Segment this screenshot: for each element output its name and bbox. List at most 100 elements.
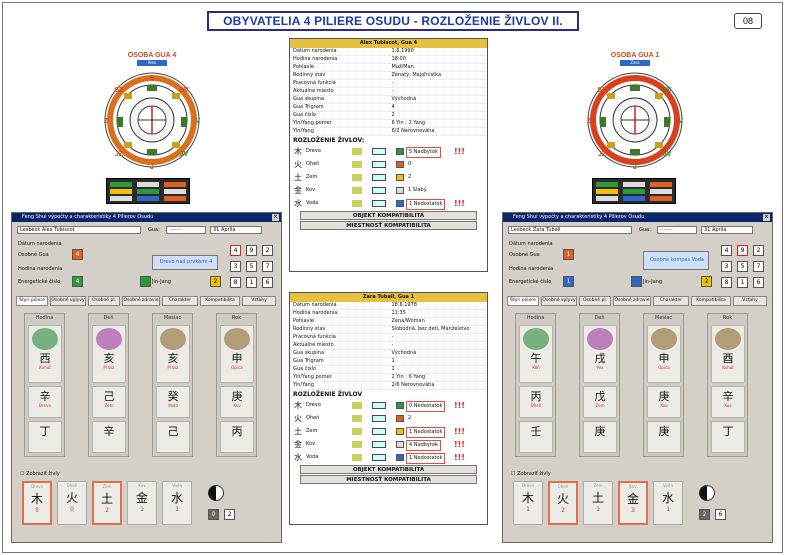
person-select[interactable]: Lesbeck Alex Tubiscot bbox=[17, 226, 141, 234]
tab-personal-influence[interactable]: Osobné vplyvy bbox=[541, 296, 577, 306]
object-compatibility-button[interactable]: OBJEKT KOMPATIBILITA bbox=[300, 465, 477, 474]
room-compatibility-button[interactable]: MIESTNOSŤ KOMPATIBILITA bbox=[300, 221, 477, 230]
person-select[interactable]: Lesbeck Zara Tuball bbox=[508, 226, 632, 234]
tab-four-pillars[interactable]: Štyri piliere bbox=[16, 296, 48, 306]
gua-field[interactable]: ------- bbox=[166, 226, 206, 234]
info-row: Dátum narodenia 18.6.1978 bbox=[290, 302, 487, 310]
branch-char: 酉 bbox=[722, 352, 734, 365]
dir-label: JV bbox=[663, 151, 672, 158]
page-number: 08 bbox=[734, 13, 762, 29]
stem-cell: 庚 Kov bbox=[220, 386, 254, 418]
bagua-compass-icon bbox=[104, 72, 200, 168]
hidden-stem-char: 辛 bbox=[103, 425, 115, 438]
hidden-stem-char: 丁 bbox=[722, 425, 734, 438]
warning-icon: !!! bbox=[454, 427, 465, 436]
info-label: Pohlavie bbox=[290, 317, 389, 326]
gua-field[interactable]: ------- bbox=[657, 226, 697, 234]
tab-health[interactable]: Osobné zdravie bbox=[613, 296, 651, 306]
lo-shu-grid: 4 9 2 3 5 7 8 1 6 bbox=[230, 245, 278, 293]
flower-icon bbox=[352, 200, 362, 207]
tab-health[interactable]: Osobné zdravie bbox=[122, 296, 160, 306]
elements-checkbox[interactable]: ☐ Zobraziť živly bbox=[511, 471, 551, 477]
gua-compass-left: OSOBA GUA 4 Alex S SV V JV J JZ Z SZ bbox=[97, 52, 207, 202]
yin-yang-icon bbox=[699, 485, 715, 501]
book-icon[interactable] bbox=[372, 174, 386, 181]
close-icon[interactable]: × bbox=[763, 214, 770, 221]
branch-char: 申 bbox=[231, 352, 243, 365]
element-status: 0 Nedostatok bbox=[406, 401, 446, 412]
book-icon[interactable] bbox=[372, 161, 386, 168]
tab-personal-pl[interactable]: Osobné pl. bbox=[579, 296, 611, 306]
birth-row-label: Hodina narodenia bbox=[509, 266, 554, 272]
pillar-head: Mesiac bbox=[654, 315, 673, 321]
info-row: Gua Trigram 4 bbox=[290, 103, 487, 112]
dir-label: S bbox=[150, 75, 155, 82]
window-titlebar: Feng Shui výpočty a charakteristiky 4 Pi… bbox=[503, 213, 772, 222]
card-header: Zara Tuball, Gua 1 bbox=[290, 293, 487, 302]
close-icon[interactable]: × bbox=[272, 214, 279, 221]
dir-label: Z bbox=[104, 118, 109, 125]
tab-character[interactable]: Charakter bbox=[653, 296, 689, 306]
tab-compatibility[interactable]: Kompatibilita bbox=[200, 296, 240, 306]
element-color-box bbox=[106, 178, 190, 204]
element-info-button[interactable]: Drevo nad prvkami 4 bbox=[152, 255, 218, 270]
room-compatibility-button[interactable]: MIESTNOSŤ KOMPATIBILITA bbox=[300, 475, 477, 484]
pillar-1: Deň 戌 Pes 戊 Zem 庚 bbox=[579, 313, 620, 457]
element-info-button[interactable]: Osobné kompas Voda bbox=[643, 251, 709, 270]
info-label: Gua skupina bbox=[290, 95, 389, 104]
birth-radio[interactable]: Dátum narodenia bbox=[18, 241, 62, 247]
info-row: Hodina narodenia 18:00 bbox=[290, 55, 487, 64]
branch-char: 申 bbox=[658, 352, 670, 365]
book-icon[interactable] bbox=[372, 441, 386, 448]
book-icon[interactable] bbox=[372, 148, 386, 155]
animal-name: Prasa bbox=[167, 365, 179, 370]
tab-personal-pl[interactable]: Osobné pl. bbox=[88, 296, 120, 306]
tab-four-pillars[interactable]: Štyri piliere bbox=[507, 296, 539, 306]
stem-cell: 辛 Drevo bbox=[28, 386, 62, 418]
info-label: Pohlavie bbox=[290, 63, 389, 72]
info-row: Aktuálne miesto - bbox=[290, 87, 487, 96]
tab-relations[interactable]: Vzťahy bbox=[242, 296, 276, 306]
stem-cell: 庚 Kov bbox=[647, 386, 681, 418]
gua-label: Gua: bbox=[148, 227, 160, 233]
window-title: Feng Shui výpočty a charakteristiky 4 Pi… bbox=[513, 214, 645, 220]
info-value: 1.6.1990 bbox=[388, 48, 487, 56]
object-compatibility-button[interactable]: OBJEKT KOMPATIBILITA bbox=[300, 211, 477, 220]
yin-yang-icon bbox=[208, 485, 224, 501]
tab-compatibility[interactable]: Kompatibilita bbox=[691, 296, 731, 306]
tab-character[interactable]: Charakter bbox=[162, 296, 198, 306]
month-select[interactable]: 31 Apríla bbox=[210, 226, 262, 234]
feng-shui-window-right: Feng Shui výpočty a charakteristiky 4 Pi… bbox=[502, 212, 773, 543]
month-select[interactable]: 31 Apríla bbox=[701, 226, 753, 234]
elements-checkbox[interactable]: ☐ Zobraziť živly bbox=[20, 471, 60, 477]
book-icon[interactable] bbox=[372, 200, 386, 207]
element-swatch bbox=[396, 454, 404, 461]
book-icon[interactable] bbox=[372, 415, 386, 422]
element-status: 1 Nedostatok bbox=[406, 199, 446, 210]
animal-name: Opica bbox=[658, 365, 670, 370]
stem-note: Kov bbox=[660, 403, 668, 408]
book-icon[interactable] bbox=[372, 402, 386, 409]
book-icon[interactable] bbox=[372, 428, 386, 435]
hidden-stem-char: 壬 bbox=[530, 425, 542, 438]
info-value: 4 bbox=[388, 103, 487, 112]
info-label: Rodinný stav bbox=[290, 325, 389, 334]
book-icon[interactable] bbox=[372, 187, 386, 194]
tab-relations[interactable]: Vzťahy bbox=[733, 296, 767, 306]
info-value: - bbox=[388, 341, 487, 350]
info-label: Yin/Yang pomer bbox=[290, 373, 389, 382]
info-value: 2 Yin : 6 Yang bbox=[388, 373, 487, 382]
hidden-stem-char: 己 bbox=[167, 425, 179, 438]
branch-char: 午 bbox=[530, 352, 542, 365]
energy-color-swatch bbox=[140, 276, 151, 287]
element-name: Drevo bbox=[306, 402, 321, 408]
info-value: Muž/Man bbox=[388, 63, 487, 72]
info-row: Yin/Yang 6/2 Nerovnováha bbox=[290, 127, 487, 136]
grid-cell: 7 bbox=[262, 261, 273, 272]
birth-radio[interactable]: Dátum narodenia bbox=[509, 241, 553, 247]
element-char: 金 bbox=[626, 492, 639, 506]
tab-personal-influence[interactable]: Osobné vplyvy bbox=[50, 296, 86, 306]
book-icon[interactable] bbox=[372, 454, 386, 461]
gua-label: OSOBA GUA 4 bbox=[127, 52, 177, 59]
hidden-stem-cell: 辛 bbox=[92, 421, 126, 453]
